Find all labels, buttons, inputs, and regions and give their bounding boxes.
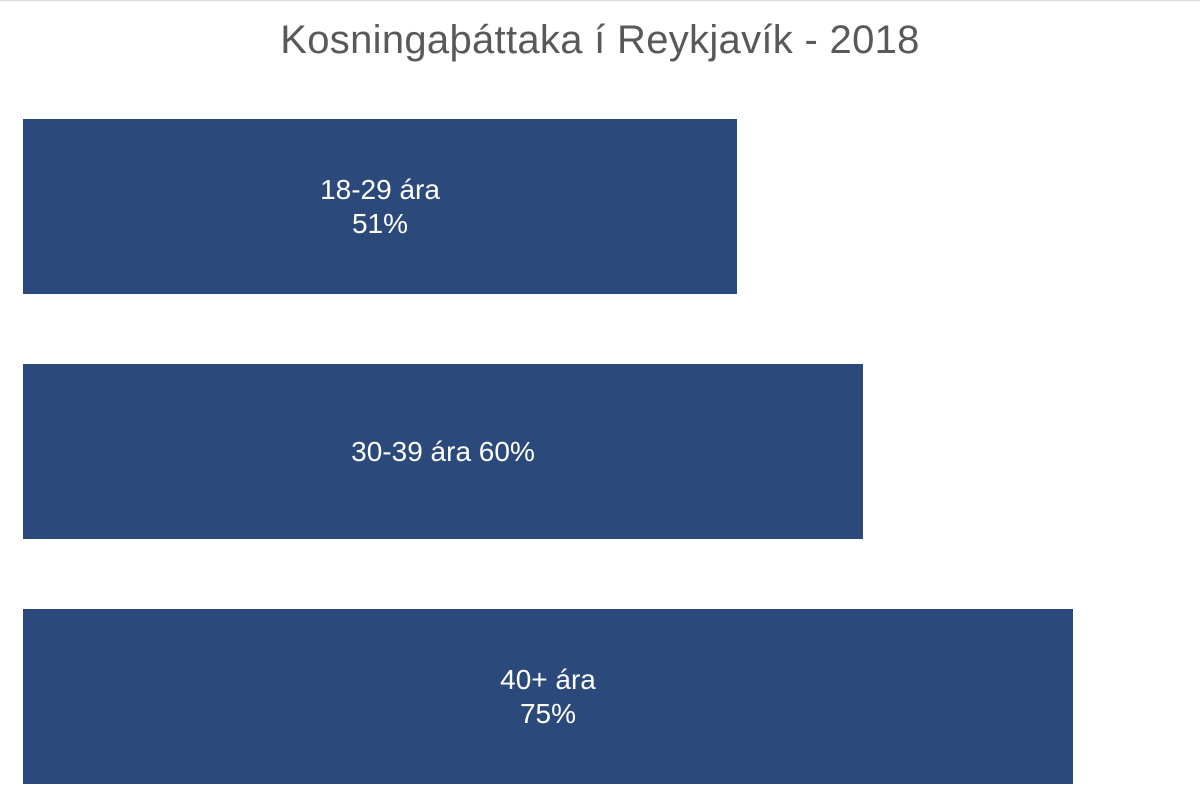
- bar-1-label-line-1: 18-29 ára: [320, 174, 440, 205]
- bar-1-label-line-2: 51%: [352, 208, 408, 239]
- bar-1: [23, 119, 737, 294]
- bar-2-label-line-1: 30-39 ára 60%: [351, 436, 535, 467]
- bar-2: [23, 364, 863, 539]
- bar-3: [23, 609, 1073, 784]
- top-divider: [0, 0, 1200, 1]
- chart-title: Kosningaþáttaka í Reykjavík - 2018: [280, 18, 920, 62]
- bar-3-label-line-1: 40+ ára: [500, 664, 596, 695]
- bar-3-label-line-2: 75%: [520, 698, 576, 729]
